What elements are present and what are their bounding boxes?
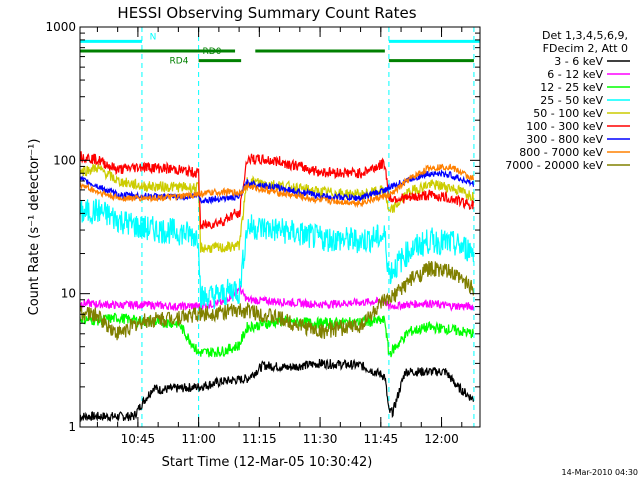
footer-timestamp: 14-Mar-2010 04:30 (562, 468, 639, 477)
x-tick-label: 11:15 (242, 432, 277, 446)
y-tick-label: 10 (61, 287, 76, 301)
legend-entry-label: 3 - 6 keV (554, 55, 603, 68)
series-line (79, 151, 474, 230)
legend-entry-label: 25 - 50 keV (540, 94, 603, 107)
series-line (79, 169, 474, 205)
legend-header: FDecim 2, Att 0 (543, 42, 628, 55)
state-bar-label: RD0 (203, 47, 222, 57)
legend-entry-label: 800 - 7000 keV (519, 146, 603, 159)
legend-entry-label: 6 - 12 keV (547, 68, 603, 81)
x-tick-label: 12:00 (424, 432, 459, 446)
series-7000to20000keV (79, 260, 474, 341)
series-line (79, 284, 474, 312)
series-line (79, 358, 474, 423)
state-bar-label: N (150, 32, 157, 42)
y-tick-label: 100 (53, 153, 76, 167)
plot-area: N RD0 RD4 (79, 27, 480, 427)
y-axis-label: Count Rate (s⁻¹ detector⁻¹) (27, 139, 42, 316)
x-tick-label: 11:30 (303, 432, 338, 446)
legend-entry-label: 7000 - 20000 keV (505, 159, 603, 172)
series-300to800keV (79, 169, 474, 205)
legend-entry-label: 300 - 800 keV (526, 133, 603, 146)
series-100to300keV (79, 151, 474, 230)
state-bar-label: RD4 (170, 57, 189, 67)
y-tick-label: 1 (68, 420, 76, 434)
legend-entry-label: 50 - 100 keV (533, 107, 603, 120)
series-line (79, 163, 474, 209)
axis-ticks: 10:45 11:00 11:15 11:30 11:45 12:00 1 10 100 1000 (45, 20, 480, 446)
legend-entry-label: 12 - 25 keV (540, 81, 603, 94)
series-6to12keV (79, 284, 474, 312)
x-tick-label: 10:45 (121, 432, 156, 446)
series-line (79, 198, 474, 311)
series-25to50keV (79, 198, 474, 311)
y-tick-label: 1000 (45, 20, 76, 34)
series-800to7000keV (79, 163, 474, 209)
legend-header: Det 1,3,4,5,6,9, (542, 29, 628, 42)
x-axis-label: Start Time (12-Mar-05 10:30:42) (162, 455, 373, 470)
legend-entry-label: 100 - 300 keV (526, 120, 603, 133)
series-3to6keV (79, 358, 474, 423)
chart-title: HESSI Observing Summary Count Rates (117, 4, 416, 22)
x-tick-label: 11:45 (364, 432, 399, 446)
x-tick-label: 11:00 (181, 432, 216, 446)
legend: Det 1,3,4,5,6,9,FDecim 2, Att 03 - 6 keV… (505, 29, 630, 172)
series-line (79, 260, 474, 341)
